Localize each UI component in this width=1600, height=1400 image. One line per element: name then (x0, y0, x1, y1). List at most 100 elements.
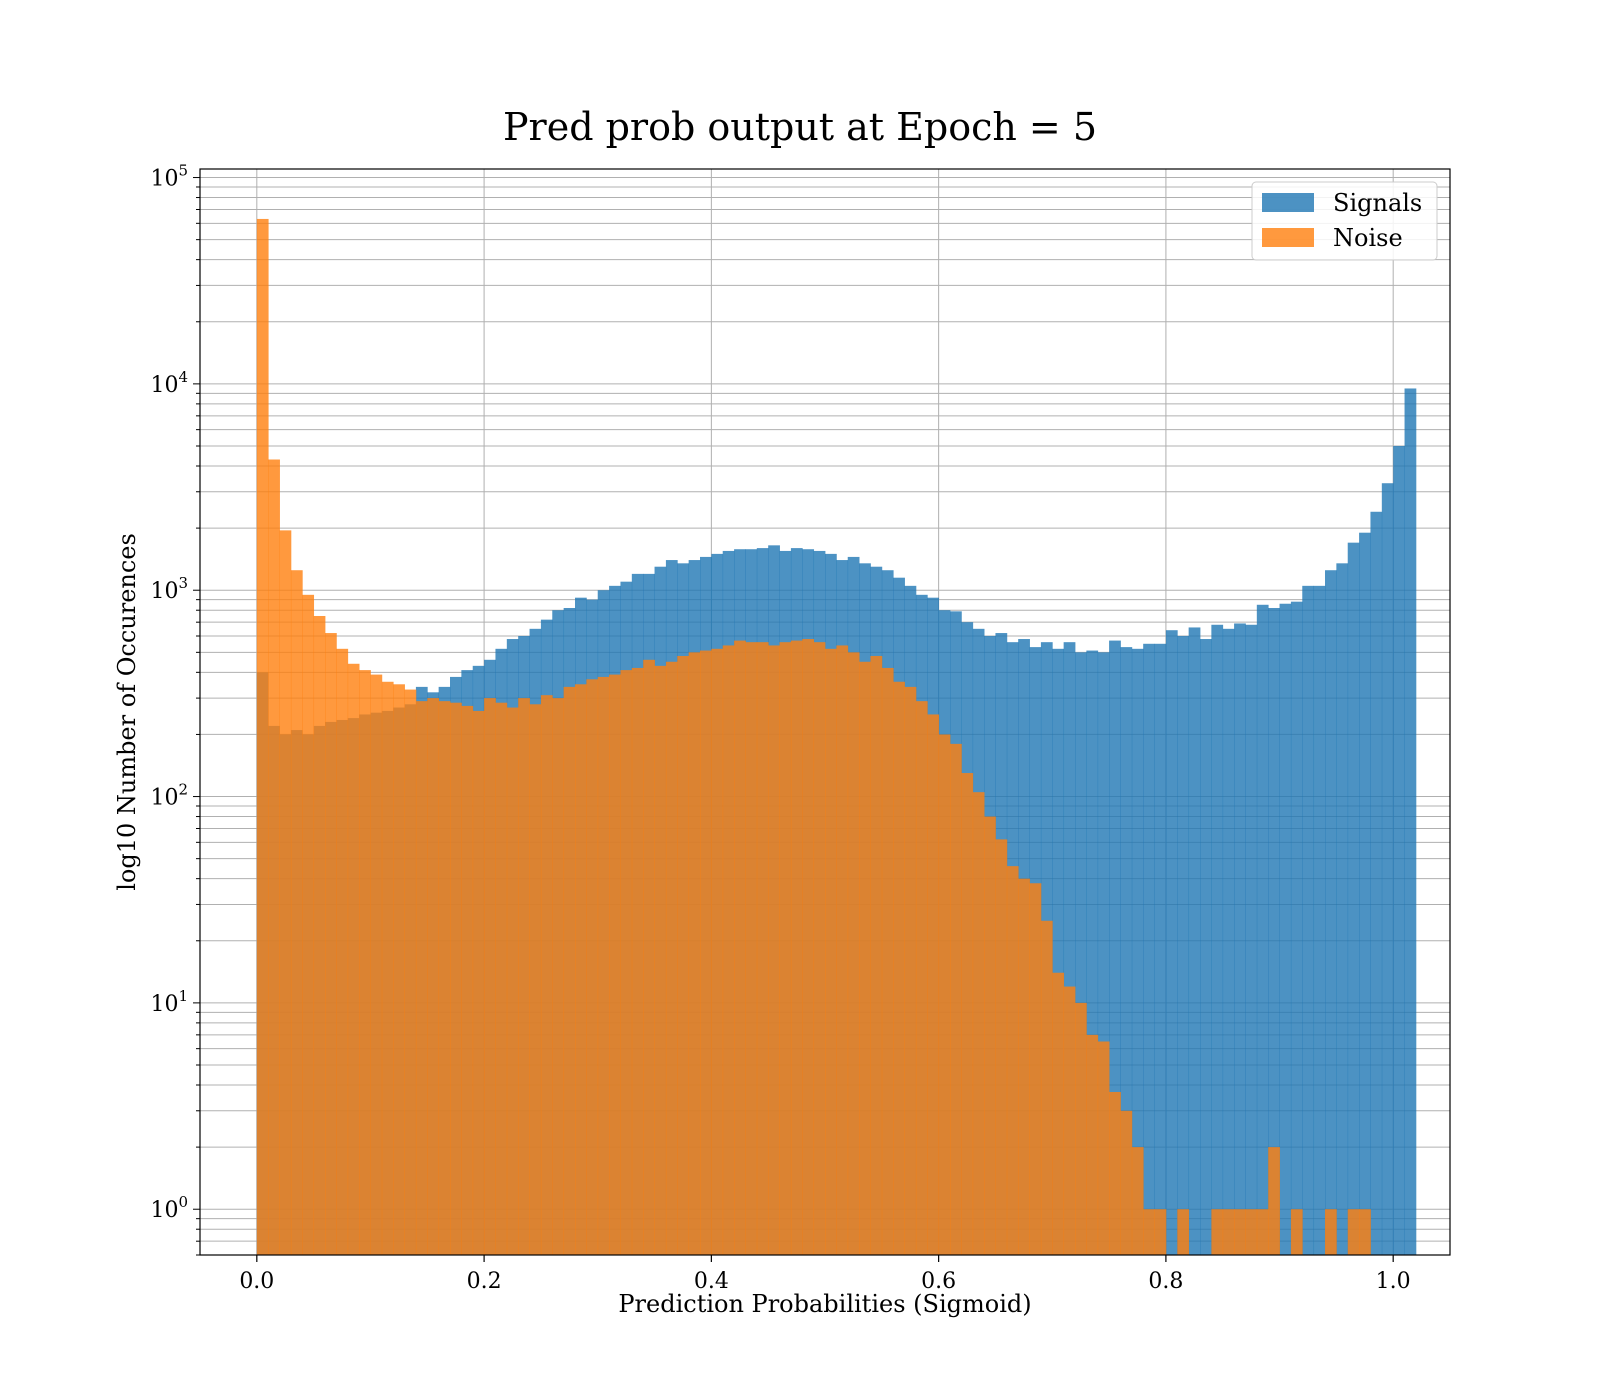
signals-bar (1165, 630, 1178, 1255)
y-axis-label: log10 Number of Occurences (113, 533, 141, 891)
noise-bar (1222, 1209, 1235, 1255)
noise-bar (552, 698, 565, 1255)
signals-bar (1404, 388, 1417, 1255)
noise-bar (495, 702, 508, 1255)
noise-bar (586, 679, 599, 1255)
noise-bar (1211, 1209, 1224, 1255)
noise-bar (597, 676, 610, 1255)
signals-bar (1381, 483, 1394, 1255)
signals-bar (1313, 585, 1326, 1255)
noise-bar (518, 698, 530, 1255)
noise-bar (825, 648, 837, 1255)
legend: Signals Noise (1251, 181, 1438, 261)
noise-bar (938, 734, 951, 1255)
noise-bar (768, 645, 780, 1255)
noise-bar (1006, 866, 1019, 1255)
chart-title: Pred prob output at Epoch = 5 (503, 105, 1097, 149)
signals-bar (1188, 627, 1201, 1255)
noise-bar (427, 698, 440, 1255)
legend-label-noise: Noise (1333, 224, 1403, 252)
noise-bar (336, 648, 349, 1255)
x-tick-label: 0.4 (694, 1269, 729, 1294)
plot-area-frame (199, 168, 1451, 1256)
noise-bar (665, 661, 678, 1255)
noise-bar (745, 642, 758, 1255)
noise-bar (995, 839, 1008, 1255)
noise-bar (1040, 920, 1053, 1255)
noise-bar (347, 663, 360, 1255)
signals-bar (1234, 623, 1246, 1255)
noise-bar (313, 615, 326, 1255)
noise-bar (654, 665, 667, 1255)
noise-bar (927, 714, 940, 1255)
noise-bar (575, 684, 587, 1255)
noise-bar (847, 652, 860, 1255)
noise-bar (722, 645, 735, 1255)
noise-bar (359, 670, 371, 1255)
noise-bar (529, 704, 542, 1255)
noise-bar (1256, 1209, 1269, 1255)
noise-bar (881, 667, 894, 1255)
signals-bar (1143, 643, 1155, 1255)
legend-label-signals: Signals (1333, 189, 1422, 217)
noise-bar (972, 792, 985, 1255)
signals-bar (1279, 603, 1292, 1255)
noise-bar (688, 652, 701, 1255)
x-tick-label: 0.6 (921, 1269, 956, 1294)
signals-bar (1131, 648, 1144, 1255)
signals-bar (1245, 624, 1258, 1255)
signals-bar (1154, 643, 1167, 1255)
noise-bar (506, 707, 519, 1255)
noise-bar (256, 218, 269, 1256)
noise-bar (1052, 972, 1065, 1255)
noise-bar (484, 698, 496, 1255)
noise-bar (1018, 878, 1030, 1255)
signals-bar (1120, 647, 1133, 1255)
noise-bar (1075, 1002, 1087, 1255)
noise-bar (393, 684, 405, 1255)
y-tick-label: 103 (150, 574, 188, 604)
legend-swatch-noise (1262, 228, 1314, 247)
noise-bar (438, 701, 451, 1255)
noise-bar (859, 661, 871, 1255)
noise-bar (700, 650, 712, 1255)
noise-bar (1347, 1209, 1360, 1255)
noise-bar (677, 655, 690, 1255)
noise-bar (1086, 1034, 1099, 1255)
noise-bar (802, 639, 815, 1255)
noise-bar (1359, 1209, 1371, 1255)
signals-bar (1393, 445, 1405, 1255)
signals-bar (1097, 652, 1110, 1255)
y-tick-label: 101 (150, 987, 188, 1017)
noise-bar (1177, 1209, 1190, 1255)
legend-swatch-signals (1262, 193, 1314, 212)
noise-bar (609, 674, 621, 1255)
y-axis-ticks: 100 101 102 103 104 105 (150, 162, 200, 1256)
noise-bar (1029, 883, 1042, 1255)
signals-bar (1268, 607, 1280, 1255)
x-tick-label: 0.0 (239, 1269, 274, 1294)
noise-bar (1120, 1110, 1133, 1255)
noise-bar (1154, 1209, 1167, 1255)
signals-bar (1290, 601, 1303, 1255)
noise-bar (893, 681, 905, 1255)
noise-bar (756, 642, 769, 1255)
x-axis-ticks: 0.0 0.2 0.4 0.6 0.8 1.0 (239, 1255, 1411, 1294)
x-tick-label: 0.2 (467, 1269, 502, 1294)
signals-bar (1086, 650, 1099, 1255)
y-tick-label: 104 (150, 368, 188, 398)
noise-bar (1234, 1209, 1246, 1255)
noise-bar (1063, 986, 1076, 1255)
y-tick-label: 105 (150, 162, 188, 192)
noise-bar (813, 642, 826, 1255)
x-tick-label: 0.8 (1148, 1269, 1183, 1294)
noise-bar (711, 648, 724, 1255)
signals-bar (1177, 635, 1190, 1255)
noise-bar (620, 670, 633, 1255)
y-tick-label: 102 (150, 781, 188, 811)
signals-bar (1325, 570, 1337, 1255)
noise-bar (563, 686, 576, 1255)
noise-bar (1109, 1091, 1121, 1255)
x-axis-label: Prediction Probabilities (Sigmoid) (618, 1290, 1031, 1318)
